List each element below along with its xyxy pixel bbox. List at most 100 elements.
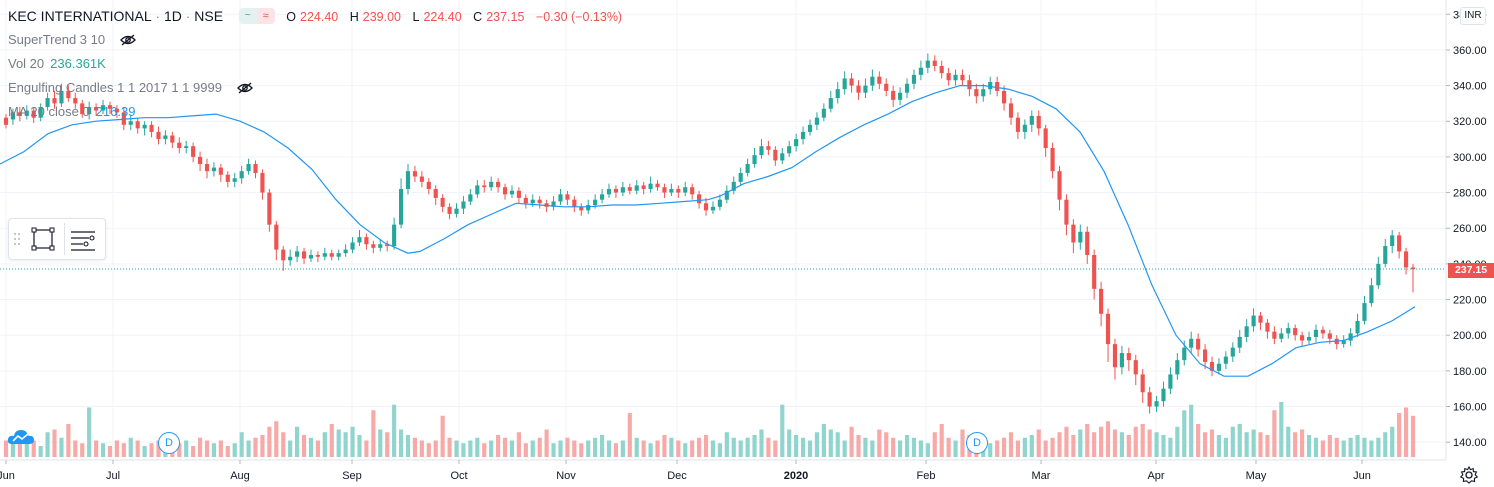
volume-bar	[1272, 410, 1277, 457]
candle-body	[648, 183, 653, 189]
candle-body	[204, 164, 210, 172]
candle-body	[1390, 235, 1395, 247]
candle-body	[620, 187, 625, 193]
gear-icon[interactable]	[1460, 466, 1478, 484]
volume-bar	[1154, 432, 1159, 457]
candle-body	[502, 187, 508, 195]
candle-body	[426, 181, 431, 189]
volume-bar	[537, 437, 542, 457]
candle-body	[412, 171, 418, 177]
indicator-supertrend[interactable]: SuperTrend 3 10	[8, 30, 137, 50]
candle-body	[870, 76, 875, 86]
buy-sell-pill[interactable]: ~ ≈	[238, 7, 275, 24]
rectangle-icon[interactable]	[27, 223, 59, 255]
drag-handle-icon[interactable]	[13, 231, 21, 247]
candle-body	[121, 112, 126, 125]
price-tick-label: 220.00	[1453, 295, 1487, 307]
down-pill-icon[interactable]: ≈	[256, 7, 275, 24]
volume-bar	[3, 440, 9, 457]
volume-bar	[1202, 432, 1208, 457]
volume-bar	[1099, 426, 1104, 457]
symbol-row: KEC INTERNATIONAL · 1D · NSE ~ ≈ O 224.40 H 23…	[8, 6, 626, 26]
volume-bar	[454, 440, 459, 457]
volume-bar	[1147, 429, 1152, 457]
candle-body	[253, 164, 258, 173]
candle-body	[787, 146, 792, 154]
candle-body	[1341, 340, 1346, 345]
volume-bar	[1251, 429, 1256, 457]
indicator-volume[interactable]: Vol 20 236.361K	[8, 54, 106, 74]
candle-body	[246, 164, 251, 172]
tradingview-cloud-logo[interactable]	[6, 426, 36, 448]
symbol-name[interactable]: KEC INTERNATIONAL	[8, 8, 152, 24]
candle-body	[1022, 124, 1027, 132]
candle-body	[731, 181, 736, 191]
volume-bar	[1313, 437, 1319, 457]
candle-body	[1383, 246, 1388, 264]
volume-bar	[1293, 432, 1298, 457]
indicator-name: Engulfing Candles 1 1 2017 1 1 9999	[8, 80, 222, 95]
volume-bar	[1071, 435, 1076, 457]
volume-bar	[946, 437, 951, 457]
volume-bar	[1022, 437, 1027, 457]
volume-bar	[1161, 435, 1166, 457]
object-tree-icon[interactable]	[67, 223, 99, 255]
candle-body	[24, 110, 29, 116]
price-tick-label: 300.00	[1453, 152, 1487, 164]
volume-bar	[1362, 437, 1367, 457]
dividend-marker[interactable]: D	[966, 432, 988, 454]
volume-bar	[378, 429, 383, 457]
volume-bar	[10, 437, 16, 457]
time-tick-label: Jun	[1353, 470, 1371, 482]
volume-bar	[281, 432, 286, 457]
volume-bar	[710, 440, 716, 457]
interval[interactable]: 1D	[164, 8, 182, 24]
close-value: 237.15	[486, 10, 525, 24]
candle-body	[703, 203, 709, 211]
time-axis[interactable]: Jun Jul Aug Sep Oct Nov Dec 2020 Feb Mar Apr May Jun	[0, 459, 1446, 482]
candle-body	[669, 188, 674, 193]
indicator-ma[interactable]: MA 20 close 0 216.39	[8, 102, 135, 122]
volume-bar	[586, 440, 591, 457]
candle-body	[1036, 115, 1041, 129]
candle-body	[1064, 199, 1069, 225]
candle-body	[1327, 333, 1332, 339]
candle-body	[267, 192, 272, 225]
price-axis[interactable]: 380.00360.00340.00320.00300.00280.00260.…	[1445, 0, 1487, 460]
candle-body	[1050, 147, 1055, 172]
eye-off-icon[interactable]	[236, 81, 254, 95]
candle-body	[135, 121, 140, 129]
candle-body	[59, 90, 64, 104]
volume-bar	[807, 440, 813, 457]
indicator-name: SuperTrend 3 10	[8, 32, 106, 47]
price-tick-label: 360.00	[1453, 45, 1487, 57]
eye-off-icon[interactable]	[119, 33, 137, 47]
candle-body	[717, 199, 722, 207]
indicator-engulfing[interactable]: Engulfing Candles 1 1 2017 1 1 9999	[8, 78, 254, 98]
candle-body	[918, 67, 923, 75]
candle-body	[1397, 235, 1402, 252]
candle-body	[433, 188, 438, 198]
currency-label[interactable]: INR	[1460, 7, 1486, 25]
volume-bar	[1334, 437, 1339, 457]
candle-body	[1092, 254, 1097, 289]
candle-body	[904, 83, 910, 93]
volume-bar	[177, 443, 182, 457]
candle-body	[1001, 90, 1007, 104]
volume-bar	[1209, 429, 1215, 457]
candle-body	[898, 92, 903, 100]
candle-body	[634, 185, 639, 191]
volume-bar	[530, 440, 535, 457]
volume-bar	[260, 435, 265, 457]
up-pill-icon[interactable]: ~	[238, 7, 257, 24]
volume-bar	[523, 443, 528, 457]
candle-body	[1161, 388, 1166, 402]
volume-bar	[218, 440, 223, 457]
dividend-marker[interactable]: D	[158, 432, 180, 454]
volume-bar	[1085, 424, 1090, 457]
floating-drawing-toolbar[interactable]	[8, 218, 106, 260]
volume-bar	[1397, 413, 1402, 457]
candle-body	[606, 188, 612, 195]
